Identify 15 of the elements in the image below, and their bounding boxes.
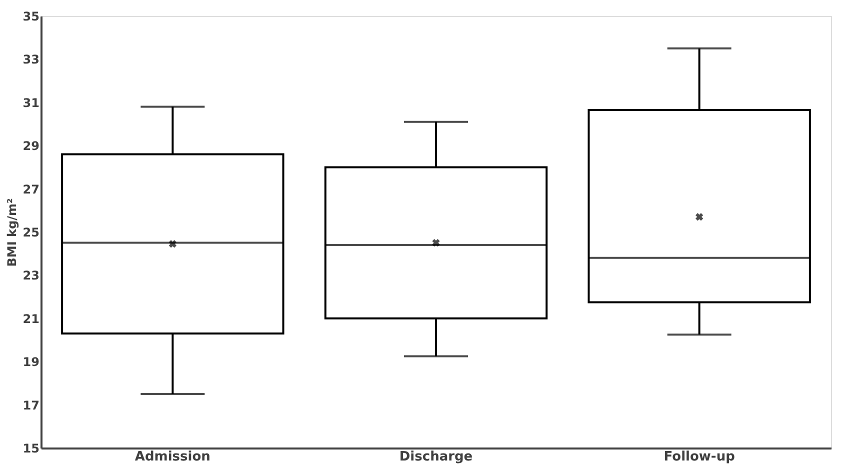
y-tick-label: 21 — [22, 312, 40, 326]
y-tick-label: 31 — [22, 96, 40, 110]
y-tick-label: 17 — [22, 398, 40, 412]
y-tick-label: 25 — [22, 226, 40, 240]
x-tick-label: Admission — [134, 450, 210, 464]
y-tick-label: 29 — [22, 139, 40, 154]
y-tick-label: 33 — [22, 52, 40, 67]
y-tick-label: 19 — [22, 355, 40, 370]
y-tick-label: 23 — [22, 268, 40, 283]
x-tick-label: Discharge — [399, 450, 473, 464]
x-tick-label: Follow-up — [664, 450, 735, 464]
y-tick-label: 15 — [22, 442, 40, 456]
y-tick-label: 27 — [22, 182, 40, 196]
y-axis-title: BMI kg/m² — [4, 198, 19, 267]
y-tick-label: 35 — [22, 10, 40, 24]
